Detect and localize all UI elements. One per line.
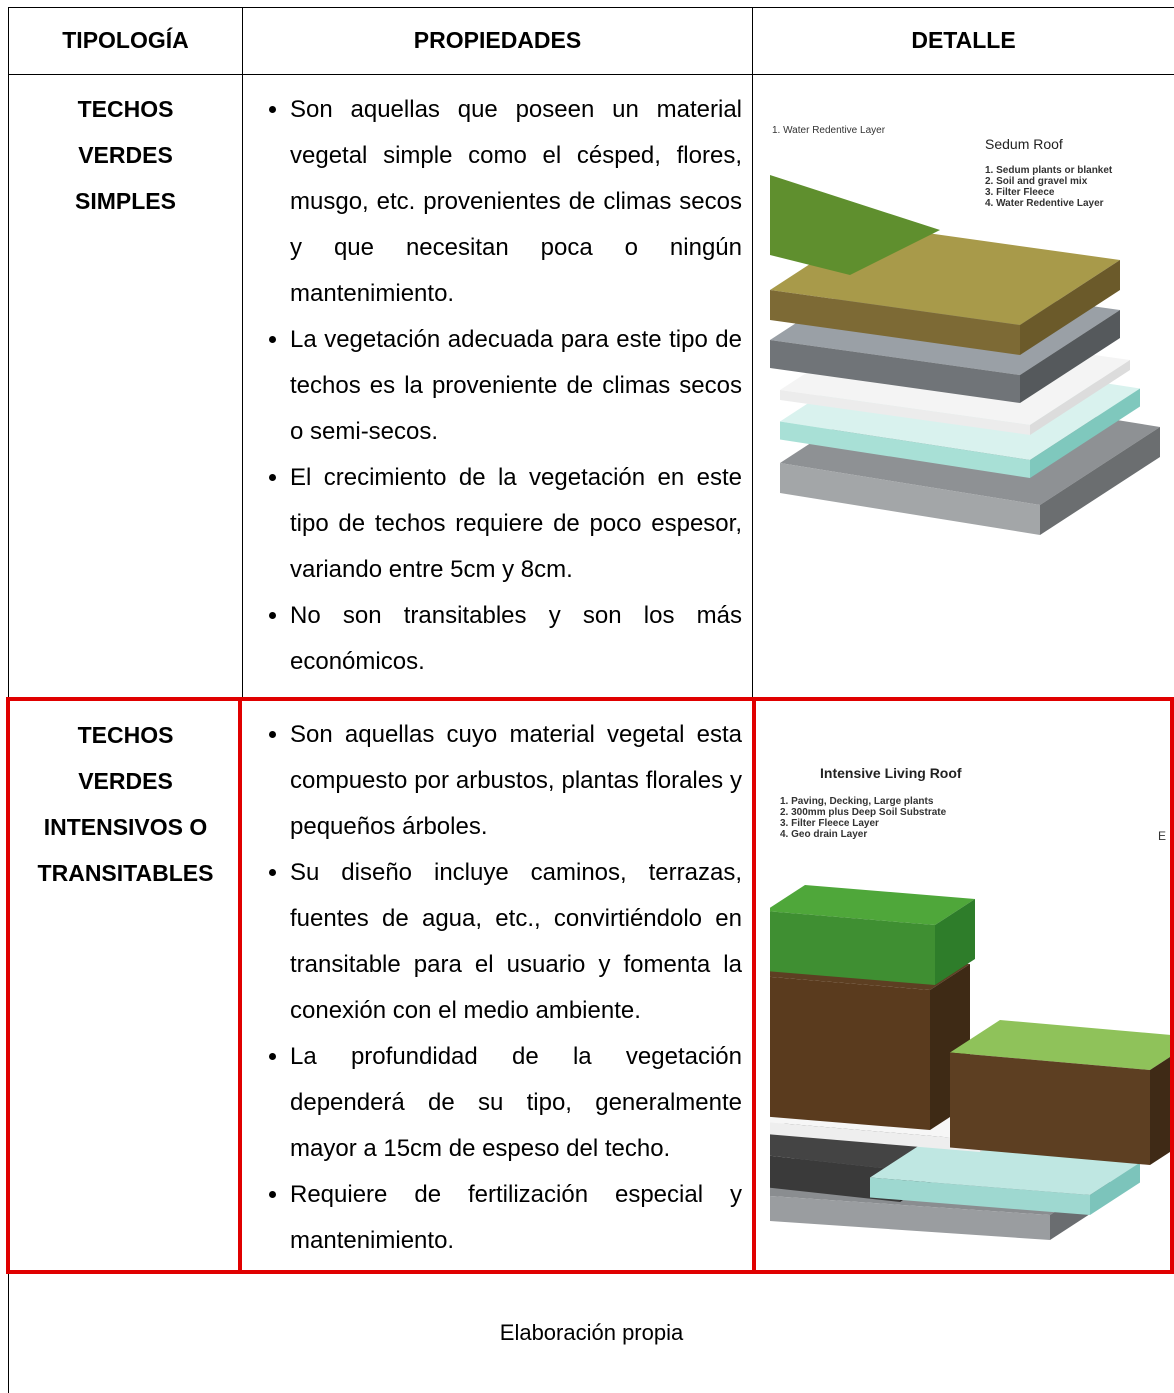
layer-side — [1040, 427, 1160, 535]
property-item: Su diseño incluye caminos, terrazas, fue… — [290, 850, 742, 1034]
detail-illustration: 1. Water Redentive Layer Sedum Roof 1. Sed… — [770, 125, 1160, 535]
typology-line: SIMPLES — [75, 188, 176, 214]
rule — [8, 7, 1174, 8]
layer-front — [770, 1122, 980, 1152]
typology-line: TECHOS — [77, 96, 174, 122]
layer-side — [1020, 260, 1120, 355]
properties-list: Son aquellas cuyo material vegetal esta … — [250, 712, 742, 1264]
property-item: Son aquellas cuyo material vegetal esta … — [290, 712, 742, 850]
detail-item: 3. Filter Fleece Layer — [780, 818, 879, 829]
corner-label: E — [1158, 829, 1166, 843]
typology-line: VERDES — [78, 142, 173, 168]
corner-label: 1. Water Redentive Layer — [772, 125, 886, 136]
layer-front — [870, 1177, 1090, 1215]
layer-front — [770, 290, 1020, 355]
detail-item: 4. Geo drain Layer — [780, 829, 867, 840]
typology: TECHOS VERDES SIMPLES — [9, 86, 242, 224]
rule — [752, 7, 753, 697]
layer-front — [770, 1196, 1050, 1240]
detail-title: Intensive Living Roof — [820, 765, 962, 781]
layer-front — [770, 976, 930, 1130]
footer: Elaboración propia — [499, 1319, 684, 1345]
detail-item: 2. Soil and gravel mix — [985, 176, 1088, 187]
highlight-box — [238, 697, 756, 1274]
detail-item: 1. Sedum plants or blanket — [985, 165, 1113, 176]
header-cell: TIPOLOGÍA — [62, 27, 189, 53]
typology-line: VERDES — [78, 768, 173, 794]
detail-illustration: E Intensive Living Roof 1. Paving, Decking… — [770, 765, 1174, 1240]
layer-front — [780, 390, 1030, 435]
detail-title: Sedum Roof — [985, 136, 1063, 152]
typology-line: TECHOS — [77, 722, 174, 748]
rule — [8, 74, 1174, 75]
property-item: Son aquellas que poseen un material vege… — [290, 87, 742, 317]
layer-side — [935, 899, 975, 985]
detail-item: 3. Filter Fleece — [985, 187, 1055, 198]
layer-top — [950, 1020, 1174, 1070]
header-cell: PROPIEDADES — [413, 27, 582, 53]
properties-list: Son aquellas que poseen un material vege… — [250, 87, 742, 685]
layer-side — [1020, 310, 1120, 403]
typology: TECHOS VERDES INTENSIVOS O TRANSITABLES — [9, 712, 242, 896]
detail-item: 1. Paving, Decking, Large plants — [780, 796, 934, 807]
property-item: La vegetación adecuada para este tipo de… — [290, 317, 742, 455]
property-item: No son transitables y son los más económ… — [290, 593, 742, 685]
header-cell: DETALLE — [911, 27, 1016, 53]
property-item: Requiere de fertilización especial y man… — [290, 1172, 742, 1264]
layer-front — [770, 911, 935, 985]
layer-side — [1030, 360, 1130, 435]
property-item: El crecimiento de la vegetación en este … — [290, 455, 742, 593]
layer-front — [950, 1052, 1150, 1165]
detail-item: 2. 300mm plus Deep Soil Substrate — [780, 807, 947, 818]
layer-front — [780, 463, 1040, 535]
layer-side — [1030, 388, 1140, 478]
property-item: La profundidad de la vegetación depender… — [290, 1034, 742, 1172]
layer-front — [770, 1155, 900, 1202]
layer-side — [1090, 1162, 1140, 1215]
typology-line: TRANSITABLES — [37, 860, 214, 886]
layer-top — [770, 885, 975, 925]
typology-line: INTENSIVOS O — [43, 814, 208, 840]
layer-front — [770, 340, 1020, 403]
layer-front — [780, 421, 1030, 478]
layer-side — [1150, 1054, 1174, 1165]
grass — [770, 175, 940, 275]
detail-item: 4. Water Redentive Layer — [985, 198, 1104, 209]
rule — [242, 7, 243, 697]
